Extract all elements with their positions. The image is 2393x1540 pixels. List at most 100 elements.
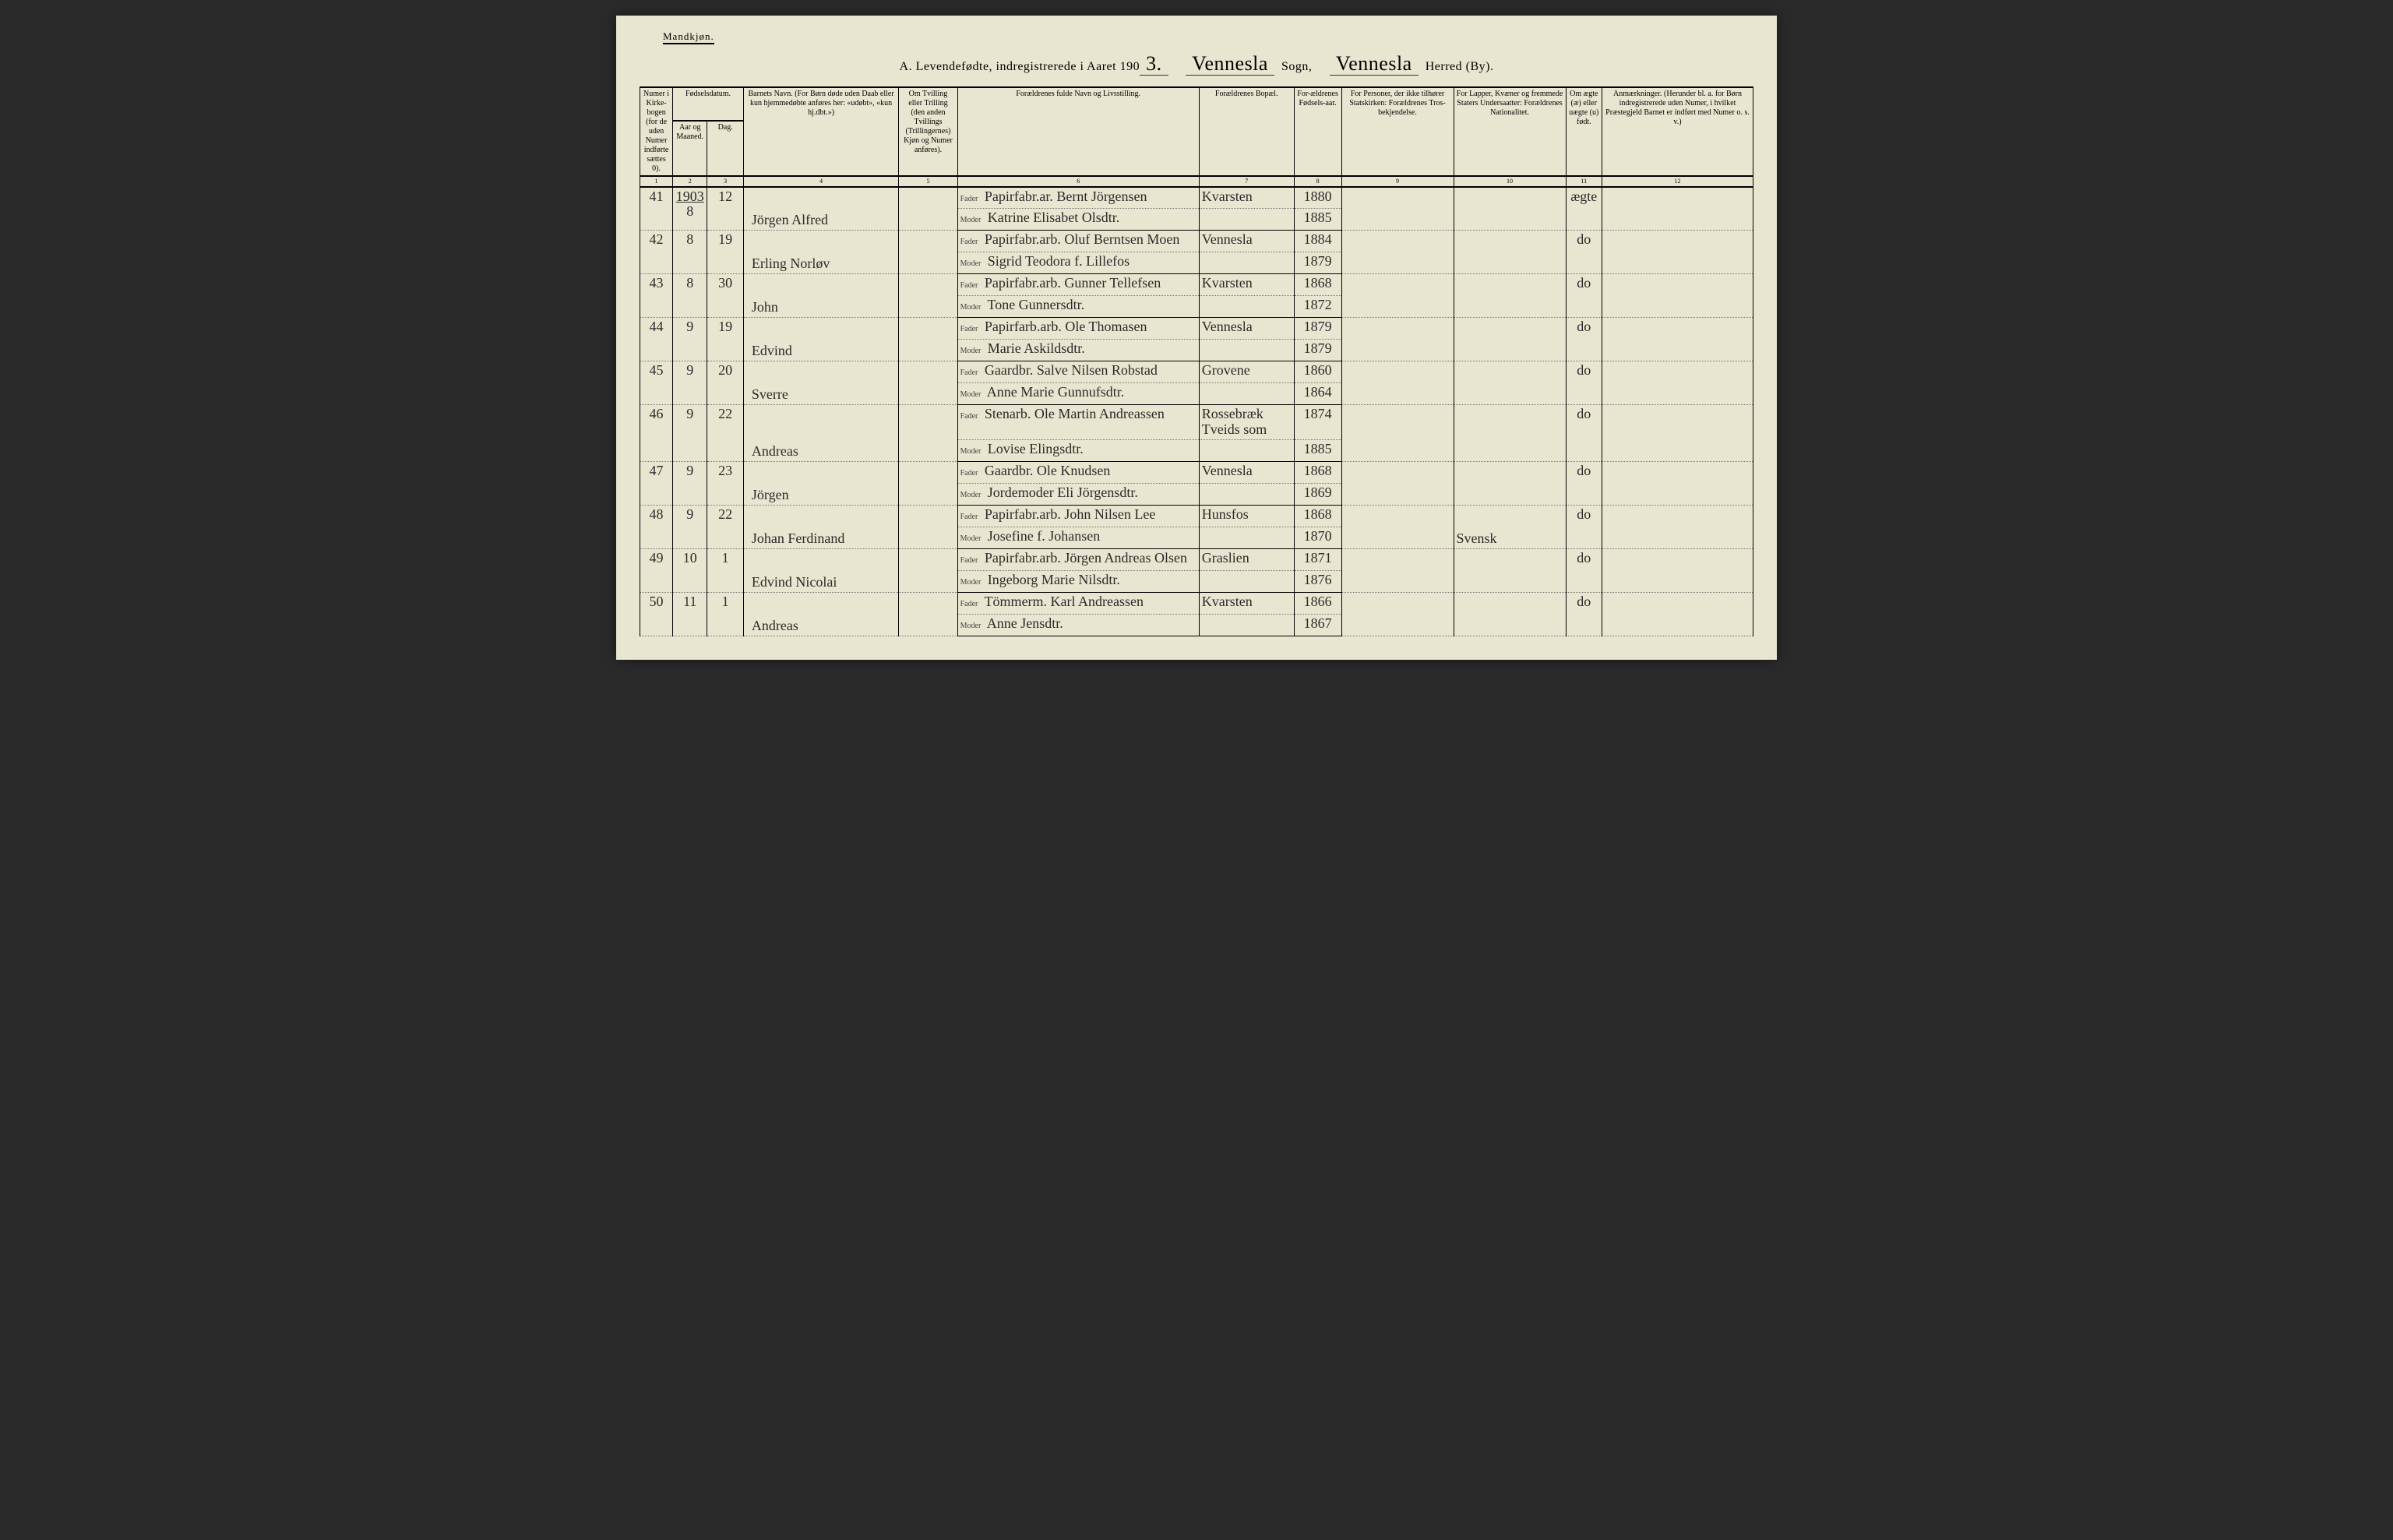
table-row: 42819Erling NorløvFader Papirfabr.arb. O… xyxy=(640,231,1753,252)
cell-tros xyxy=(1341,461,1454,505)
cell-anm xyxy=(1602,405,1753,462)
cell-day: 22 xyxy=(707,405,744,462)
cell-fy: 1868 xyxy=(1294,274,1341,296)
table-row: 49101Edvind NicolaiFader Papirfabr.arb. … xyxy=(640,548,1753,570)
colnum-2: 2 xyxy=(673,176,707,187)
year-written: 1903 xyxy=(676,189,704,204)
cell-my: 1876 xyxy=(1294,570,1341,592)
colnum-12: 12 xyxy=(1602,176,1753,187)
cell-bopael: Hunsfos xyxy=(1199,505,1294,527)
colnum-11: 11 xyxy=(1566,176,1602,187)
col-header-6: Forældrenes fulde Navn og Livsstilling. xyxy=(957,87,1199,176)
cell-fy: 1879 xyxy=(1294,318,1341,340)
cell-tros xyxy=(1341,361,1454,405)
cell-nat xyxy=(1454,548,1566,592)
cell-month: 19038 xyxy=(673,187,707,231)
cell-anm xyxy=(1602,548,1753,592)
cell-name: Erling Norløv xyxy=(743,231,898,274)
cell-fy: 1868 xyxy=(1294,461,1341,483)
cell-bopael2 xyxy=(1199,570,1294,592)
cell-twin xyxy=(899,231,957,274)
cell-moder: Moder Tone Gunnersdtr. xyxy=(957,296,1199,318)
cell-num: 44 xyxy=(640,318,673,361)
cell-fader: Fader Tömmerm. Karl Andreassen xyxy=(957,592,1199,614)
cell-num: 41 xyxy=(640,187,673,231)
cell-bopael2 xyxy=(1199,527,1294,548)
table-header: Numer i Kirke-bogen (for de uden Numer i… xyxy=(640,87,1753,187)
cell-bopael2 xyxy=(1199,296,1294,318)
register-table: Numer i Kirke-bogen (for de uden Numer i… xyxy=(640,86,1753,636)
cell-nat xyxy=(1454,361,1566,405)
cell-bopael: Kvarsten xyxy=(1199,274,1294,296)
cell-bopael2 xyxy=(1199,252,1294,274)
cell-tros xyxy=(1341,505,1454,548)
colnum-10: 10 xyxy=(1454,176,1566,187)
cell-fader: Fader Papirfabr.arb. Oluf Berntsen Moen xyxy=(957,231,1199,252)
cell-num: 48 xyxy=(640,505,673,548)
cell-num: 46 xyxy=(640,405,673,462)
cell-tros xyxy=(1341,318,1454,361)
cell-twin xyxy=(899,274,957,318)
colnum-1: 1 xyxy=(640,176,673,187)
cell-legit: do xyxy=(1566,592,1602,636)
cell-moder: Moder Marie Askildsdtr. xyxy=(957,340,1199,361)
title-prefix: A. Levendefødte, indregistrerede i Aaret… xyxy=(900,60,1140,73)
cell-twin xyxy=(899,461,957,505)
cell-nat xyxy=(1454,318,1566,361)
col-header-8: For-ældrenes Fødsels-aar. xyxy=(1294,87,1341,176)
cell-anm xyxy=(1602,274,1753,318)
cell-day: 23 xyxy=(707,461,744,505)
cell-moder: Moder Anne Marie Gunnufsdtr. xyxy=(957,383,1199,405)
cell-fy: 1880 xyxy=(1294,187,1341,209)
cell-nat xyxy=(1454,592,1566,636)
colnum-3: 3 xyxy=(707,176,744,187)
table-row: 411903812Jörgen AlfredFader Papirfabr.ar… xyxy=(640,187,1753,209)
cell-moder: Moder Jordemoder Eli Jörgensdtr. xyxy=(957,483,1199,505)
cell-twin xyxy=(899,405,957,462)
colnum-4: 4 xyxy=(743,176,898,187)
cell-nat xyxy=(1454,187,1566,231)
cell-num: 43 xyxy=(640,274,673,318)
cell-fy: 1868 xyxy=(1294,505,1341,527)
cell-day: 30 xyxy=(707,274,744,318)
cell-fader: Fader Gaardbr. Ole Knudsen xyxy=(957,461,1199,483)
table-row: 50111AndreasFader Tömmerm. Karl Andreass… xyxy=(640,592,1753,614)
cell-day: 22 xyxy=(707,505,744,548)
cell-my: 1864 xyxy=(1294,383,1341,405)
cell-month: 9 xyxy=(673,505,707,548)
sogn-value: Vennesla xyxy=(1186,52,1274,76)
cell-nat xyxy=(1454,461,1566,505)
cell-my: 1879 xyxy=(1294,340,1341,361)
cell-anm xyxy=(1602,461,1753,505)
cell-tros xyxy=(1341,405,1454,462)
cell-bopael2 xyxy=(1199,209,1294,231)
cell-twin xyxy=(899,505,957,548)
cell-legit: do xyxy=(1566,318,1602,361)
cell-day: 19 xyxy=(707,318,744,361)
cell-month: 11 xyxy=(673,592,707,636)
cell-tros xyxy=(1341,548,1454,592)
cell-fy: 1866 xyxy=(1294,592,1341,614)
cell-anm xyxy=(1602,592,1753,636)
cell-my: 1870 xyxy=(1294,527,1341,548)
cell-tros xyxy=(1341,231,1454,274)
cell-moder: Moder Lovise Elingsdtr. xyxy=(957,439,1199,461)
cell-legit: do xyxy=(1566,274,1602,318)
cell-nat: Svensk xyxy=(1454,505,1566,548)
colnum-6: 6 xyxy=(957,176,1199,187)
cell-fader: Fader Papirfarb.arb. Ole Thomasen xyxy=(957,318,1199,340)
cell-day: 19 xyxy=(707,231,744,274)
cell-name: Jörgen xyxy=(743,461,898,505)
cell-fy: 1871 xyxy=(1294,548,1341,570)
cell-moder: Moder Ingeborg Marie Nilsdtr. xyxy=(957,570,1199,592)
cell-my: 1867 xyxy=(1294,614,1341,636)
gender-label: Mandkjøn. xyxy=(663,30,714,44)
table-row: 46922AndreasFader Stenarb. Ole Martin An… xyxy=(640,405,1753,440)
cell-month: 9 xyxy=(673,318,707,361)
cell-month: 8 xyxy=(673,274,707,318)
cell-num: 47 xyxy=(640,461,673,505)
colnum-9: 9 xyxy=(1341,176,1454,187)
cell-name: Edvind Nicolai xyxy=(743,548,898,592)
col-header-5: Om Tvilling eller Trilling (den anden Tv… xyxy=(899,87,957,176)
cell-fader: Fader Papirfabr.ar. Bernt Jörgensen xyxy=(957,187,1199,209)
